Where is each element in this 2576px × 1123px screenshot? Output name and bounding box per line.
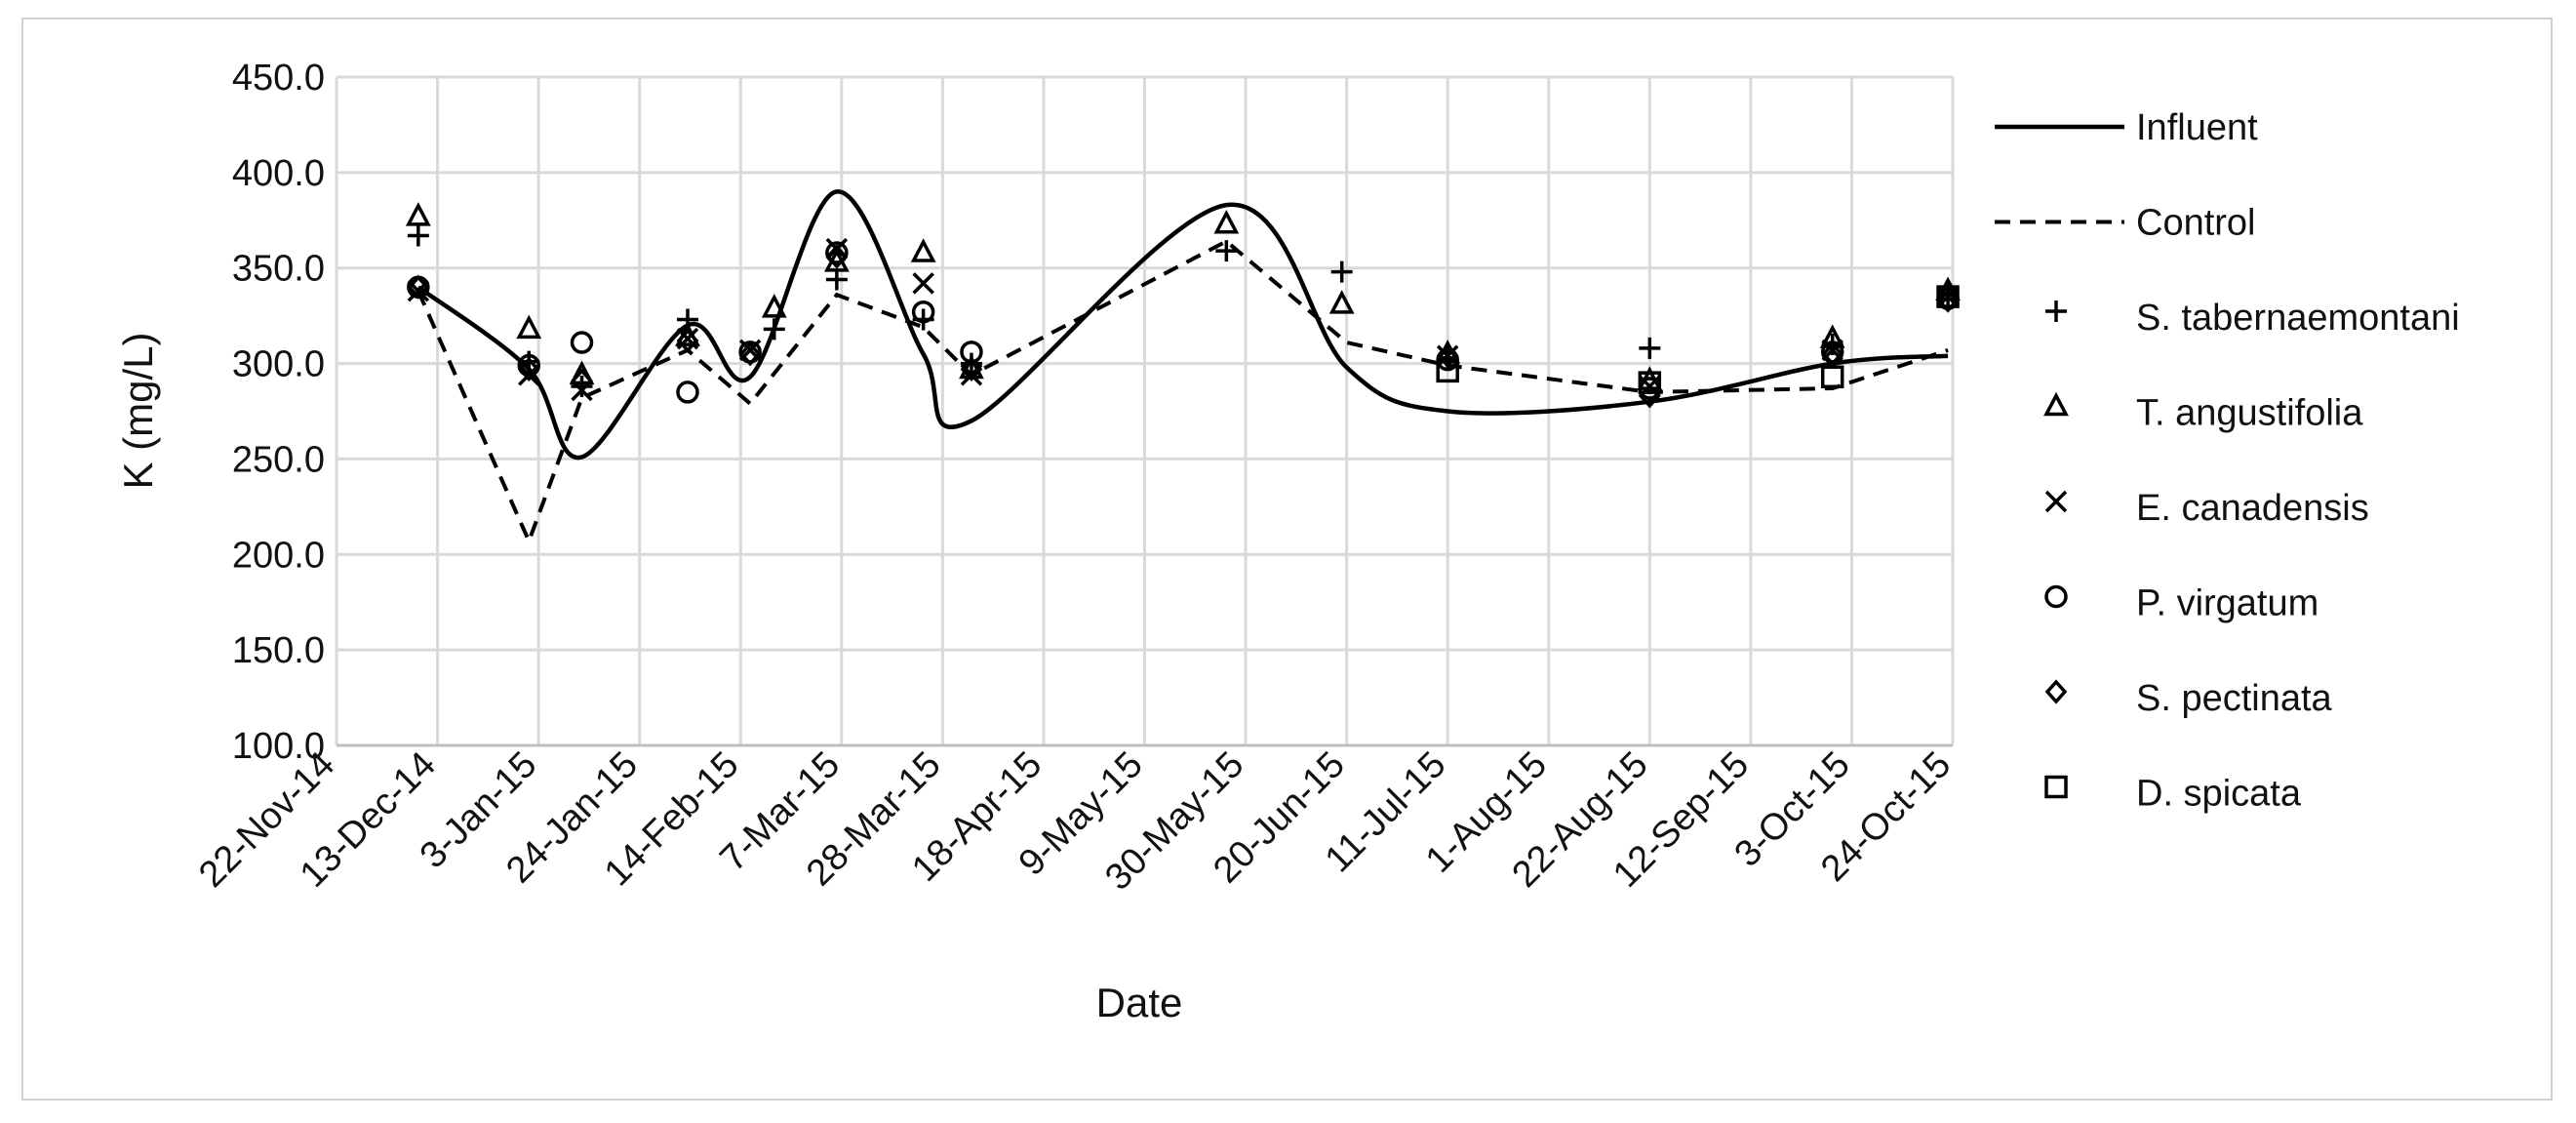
legend-marker-circle [2044, 584, 2068, 609]
y-tick-label: 450.0 [232, 58, 325, 99]
y-tick-label: 100.0 [232, 726, 325, 767]
data-point-diamond [407, 274, 430, 300]
y-tick-label: 150.0 [232, 630, 325, 671]
data-point-diamond [1936, 288, 1960, 313]
legend-marker-diamond [2044, 679, 2068, 704]
data-point-triangle [516, 314, 542, 340]
data-point-square [1820, 365, 1844, 389]
legend-marker-triangle [2043, 391, 2069, 417]
legend-label: S. tabernaemontani [2136, 298, 2460, 339]
data-point-plus [763, 318, 785, 341]
legend-label: P. virgatum [2136, 583, 2318, 624]
data-point-plus [571, 376, 593, 398]
legend-label: Control [2136, 203, 2256, 244]
data-point-diamond [960, 356, 983, 382]
data-point-triangle [405, 202, 431, 226]
data-point-square [1638, 371, 1662, 394]
data-point-square [1436, 359, 1459, 383]
legend: Influent Control S. tabernaemontani T. angu… [1995, 107, 2460, 815]
data-point-circle [570, 331, 594, 354]
y-tick-label: 200.0 [232, 535, 325, 576]
legend-label: T. angustifolia [2136, 393, 2363, 434]
y-tick-label: 250.0 [232, 439, 325, 480]
legend-label: E. canadensis [2136, 488, 2369, 529]
data-point-diamond [676, 328, 699, 353]
data-point-plus [1639, 337, 1661, 359]
data-point-circle [676, 381, 699, 404]
data-point-triangle [1213, 209, 1240, 234]
data-point-plus [1330, 261, 1353, 283]
legend-label: Influent [2136, 107, 2258, 148]
data-point-circle [825, 241, 849, 264]
y-tick-label: 300.0 [232, 344, 325, 385]
markers [405, 202, 1961, 409]
legend-label: S. pectinata [2136, 678, 2333, 719]
tick-labels: 100.0 150.0 200.0 250.0 300.0 350.0 400.0 450.0… [191, 58, 1959, 899]
data-point-diamond [825, 244, 849, 269]
data-point-triangle [910, 238, 936, 262]
legend-marker-plus [2045, 301, 2067, 322]
data-point-diamond [1436, 343, 1459, 369]
data-point-circle [911, 300, 935, 324]
legend-marker-x [2044, 490, 2068, 513]
data-point-diamond [1821, 341, 1844, 367]
data-point-diamond [571, 368, 593, 393]
data-point-plus [825, 268, 848, 291]
data-point-diamond [517, 356, 540, 382]
legend-label: D. spicata [2136, 774, 2302, 815]
y-tick-label: 400.0 [232, 153, 325, 194]
data-point-diamond [738, 341, 762, 367]
data-point-circle [517, 353, 541, 378]
data-point-x [912, 272, 934, 295]
data-point-plus [407, 224, 429, 247]
data-point-triangle [761, 294, 787, 318]
chart-frame [21, 18, 2553, 1101]
series-line-control [416, 238, 1949, 546]
data-point-square [1936, 285, 1960, 308]
series-line-influent [416, 189, 1949, 461]
data-point-plus [1215, 240, 1238, 262]
data-point-triangle [569, 360, 595, 385]
y-axis-title: K (mg/L) [115, 332, 161, 489]
data-point-triangle [1328, 290, 1355, 314]
y-tick-label: 350.0 [232, 249, 325, 290]
x-axis-title: Date [1096, 980, 1183, 1025]
series [416, 189, 1949, 546]
legend-marker-square [2044, 775, 2068, 799]
